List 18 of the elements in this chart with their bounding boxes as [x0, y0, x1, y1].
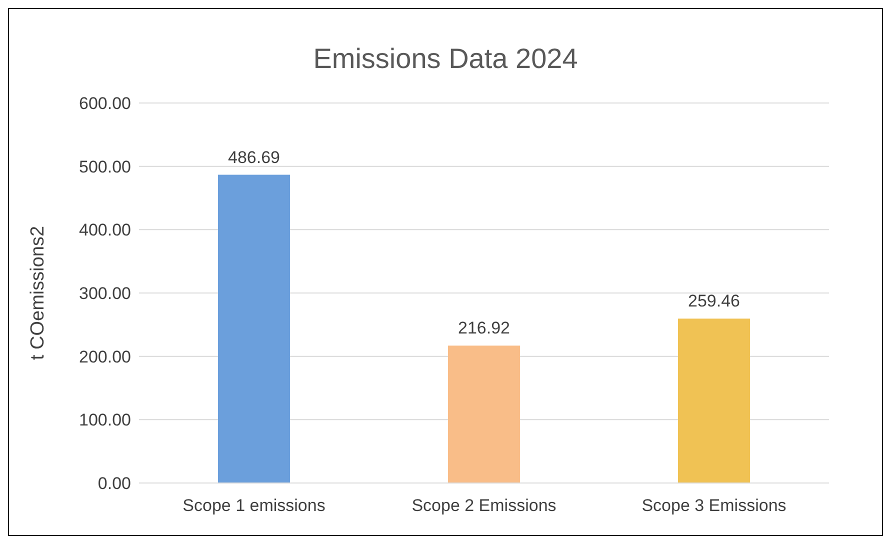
chart-title: Emissions Data 2024 [312, 42, 579, 76]
y-tick-label: 600.00 [79, 94, 131, 114]
bar [218, 174, 290, 483]
y-tick-label: 300.00 [79, 284, 131, 304]
y-tick-label: 400.00 [79, 220, 131, 240]
x-tick-label: Scope 2 Emissions [412, 496, 556, 516]
bar [678, 318, 750, 483]
y-tick-label: 500.00 [79, 157, 131, 176]
bar [448, 346, 520, 483]
y-tick-label: 0.00 [98, 474, 131, 494]
y-axis-title: t COemissions2 [28, 226, 49, 360]
x-tick-label: Scope 3 Emissions [642, 496, 786, 516]
x-tick-label: Scope 1 emissions [182, 496, 326, 516]
data-label: 259.46 [688, 292, 740, 311]
data-label: 486.69 [228, 148, 280, 167]
y-tick-label: 100.00 [79, 410, 131, 430]
data-label: 216.92 [458, 318, 510, 338]
y-tick-label: 200.00 [79, 347, 131, 366]
